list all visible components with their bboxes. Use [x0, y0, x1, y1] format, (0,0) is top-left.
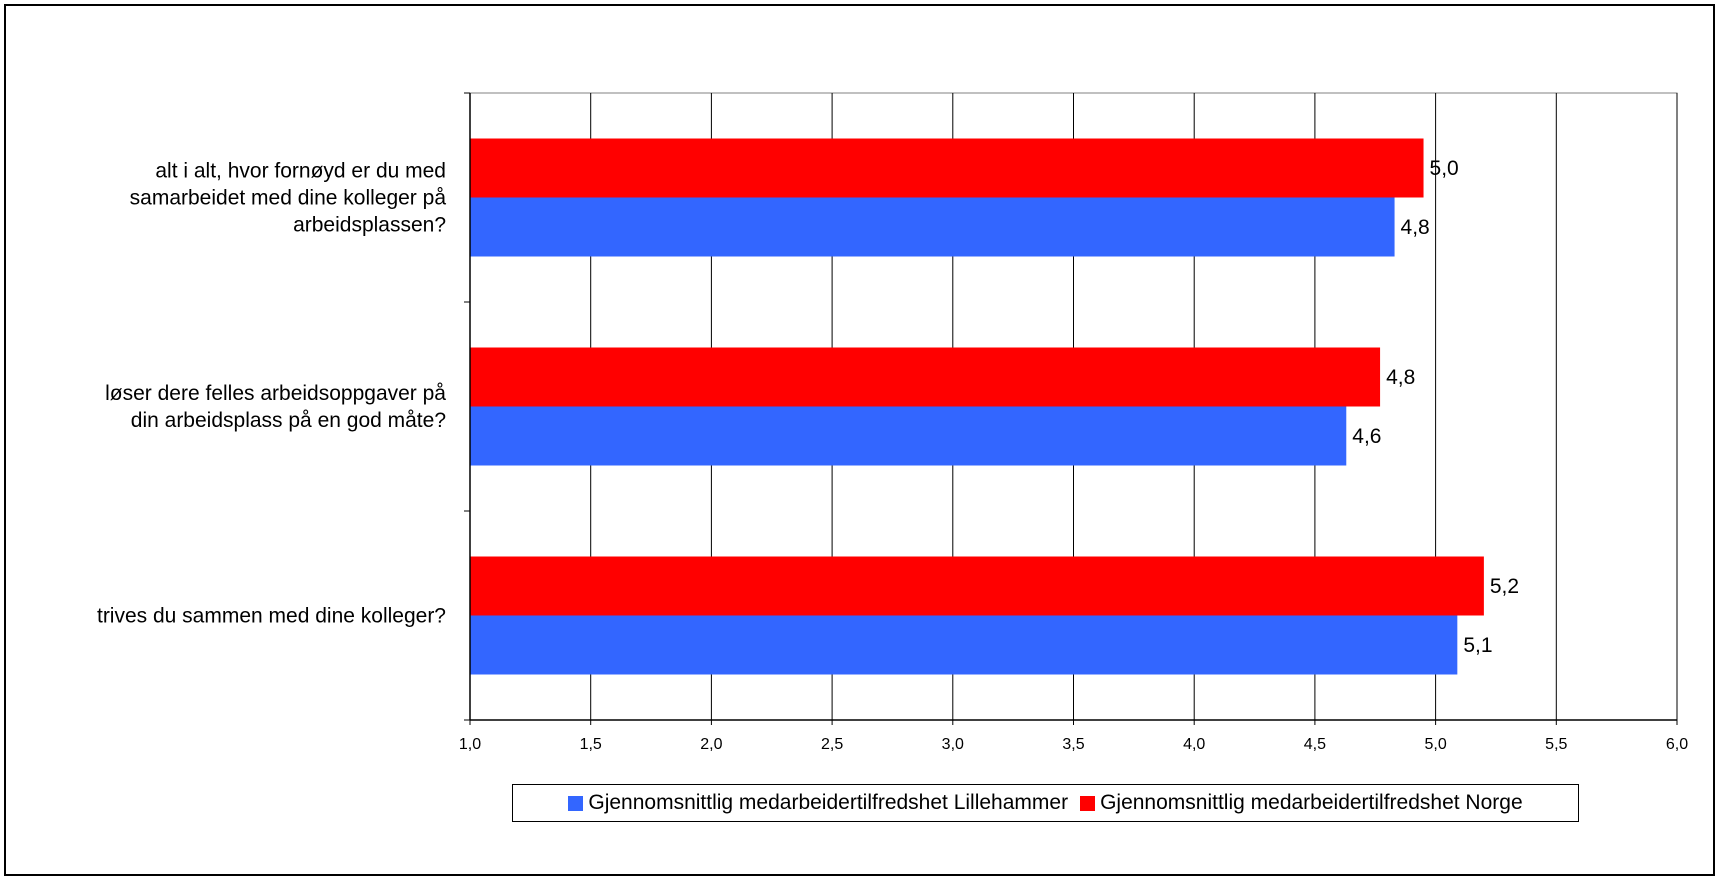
bar-lillehammer	[470, 197, 1395, 257]
data-label: 5,1	[1463, 634, 1492, 657]
legend-swatch-lillehammer	[568, 795, 584, 811]
legend-label-norge: Gjennomsnittlig medarbeidertilfredshet N…	[1100, 791, 1523, 814]
x-tick-label: 5,5	[1545, 736, 1567, 753]
x-tick-label: 6,0	[1666, 736, 1688, 753]
bar-norge	[470, 556, 1484, 616]
x-tick-label: 3,0	[942, 736, 964, 753]
x-tick-label: 2,5	[821, 736, 843, 753]
category-label: din arbeidsplass på en god måte?	[131, 409, 446, 432]
bars	[470, 138, 1484, 675]
legend-label-lillehammer: Gjennomsnittlig medarbeidertilfredshet L…	[588, 791, 1069, 814]
legend-item-lillehammer: Gjennomsnittlig medarbeidertilfredshet L…	[568, 791, 1068, 815]
category-label: løser dere felles arbeidsoppgaver på	[105, 382, 446, 405]
x-tick-label: 4,0	[1183, 736, 1205, 753]
bar-norge	[470, 347, 1381, 407]
x-tick-label: 1,5	[580, 736, 602, 753]
category-label: trives du sammen med dine kolleger?	[97, 605, 446, 628]
legend: Gjennomsnittlig medarbeidertilfredshet L…	[512, 784, 1579, 822]
category-label: samarbeidet med dine kolleger på	[130, 187, 447, 210]
data-label: 4,8	[1386, 366, 1415, 389]
category-label: arbeidsplassen?	[293, 214, 446, 237]
x-tick-label: 1,0	[459, 736, 481, 753]
legend-swatch-norge	[1080, 795, 1096, 811]
x-tick-label: 3,5	[1062, 736, 1084, 753]
data-label: 5,2	[1490, 575, 1519, 598]
data-label: 5,0	[1430, 157, 1459, 180]
axes	[464, 92, 1678, 725]
category-label: alt i alt, hvor fornøyd er du med	[155, 160, 446, 183]
x-tick-label: 2,0	[700, 736, 722, 753]
bar-lillehammer	[470, 406, 1347, 466]
data-label: 4,6	[1352, 425, 1381, 448]
labels: 1,0 1,5 2,0 2,5 3,0 3,5 4,0 4,5 5,0 5,5 6,0 alt i a…	[97, 157, 1688, 753]
data-label: 4,8	[1401, 216, 1430, 239]
legend-item-norge: Gjennomsnittlig medarbeidertilfredshet N…	[1080, 791, 1523, 815]
bar-lillehammer	[470, 615, 1458, 675]
x-tick-label: 5,0	[1424, 736, 1446, 753]
bar-norge	[470, 138, 1424, 198]
x-tick-label: 4,5	[1304, 736, 1326, 753]
